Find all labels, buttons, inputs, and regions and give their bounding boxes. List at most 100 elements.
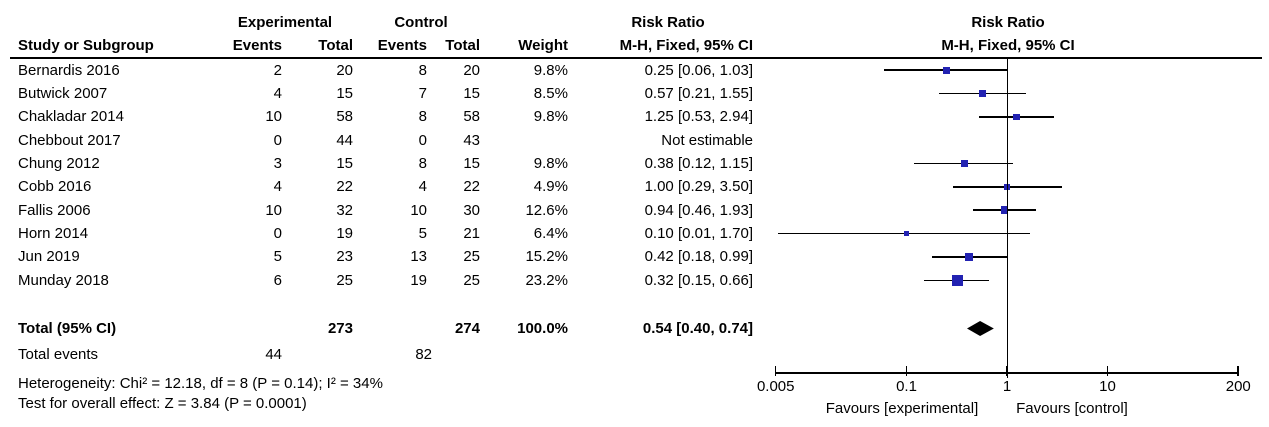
- cell-ctrl_total: 22: [463, 178, 480, 196]
- x-axis-tick-label: 0.1: [896, 378, 917, 395]
- cell-weight_text: [496, 129, 568, 152]
- cell-name: Cobb 2016: [18, 178, 92, 196]
- total-ci-text: 0.54 [0.40, 0.74]: [642, 320, 753, 337]
- heterogeneity-stats: Heterogeneity: Chi² = 12.18, df = 8 (P =…: [18, 375, 383, 392]
- total-events-exp: 44: [265, 346, 282, 363]
- cell-exp_total: 25: [336, 271, 353, 289]
- x-axis-tick: [1006, 366, 1008, 376]
- cell-ctrl_total: 15: [463, 154, 480, 172]
- total-events-ctrl: 82: [415, 346, 432, 363]
- column-header-study: Study or Subgroup: [18, 37, 154, 54]
- cell-weight_text: 9.8%: [533, 61, 568, 79]
- total-exp-n: 273: [327, 320, 353, 337]
- total-row-label: Total (95% CI): [18, 320, 117, 337]
- cell-exp_total: 58: [336, 108, 353, 126]
- cell-name: Chebbout 2017: [18, 131, 121, 149]
- column-header-exp-events: Events: [232, 37, 282, 54]
- cell-exp_events: 10: [265, 201, 282, 219]
- cell-ctrl_total: 25: [463, 248, 480, 266]
- plot-title-risk-ratio: Risk Ratio: [971, 14, 1045, 31]
- cell-exp_total: 23: [336, 248, 353, 266]
- cell-name: Horn 2014: [18, 224, 89, 242]
- x-axis-tick: [1106, 366, 1109, 376]
- x-axis-tick: [905, 366, 908, 376]
- column-header-ctrl-events: Events: [377, 37, 427, 54]
- column-group-risk-ratio: Risk Ratio: [631, 14, 705, 31]
- cell-ctrl_total: 25: [463, 271, 480, 289]
- forest-square-marker: [979, 90, 986, 97]
- forest-square-marker: [943, 66, 950, 74]
- cell-exp_events: 5: [273, 248, 282, 266]
- cell-ctrl_events: 8: [418, 61, 427, 79]
- x-axis-tick-label: 0.005: [756, 378, 795, 395]
- forest-square-marker: [964, 252, 974, 262]
- forest-square-marker: [951, 274, 963, 286]
- cell-ci_text: 0.94 [0.46, 1.93]: [644, 201, 753, 219]
- column-header-ctrl-total: Total: [445, 37, 480, 54]
- cell-exp_total: 32: [336, 201, 353, 219]
- cell-ctrl_events: 13: [410, 248, 427, 266]
- forest-square-marker: [903, 230, 910, 237]
- column-group-experimental: Experimental: [237, 14, 333, 31]
- favours-experimental-label: Favours [experimental]: [825, 400, 979, 417]
- cell-ci_text: 0.38 [0.12, 1.15]: [644, 154, 753, 172]
- cell-weight_text: 12.6%: [525, 201, 568, 219]
- cell-ctrl_events: 0: [418, 131, 427, 149]
- forest-square-marker: [1013, 113, 1021, 121]
- cell-ci_text: 0.10 [0.01, 1.70]: [644, 224, 753, 242]
- cell-ctrl_total: 15: [463, 84, 480, 102]
- x-axis-tick: [1237, 366, 1239, 376]
- cell-name: Fallis 2006: [18, 201, 91, 219]
- column-header-mh-ci: M-H, Fixed, 95% CI: [619, 37, 753, 54]
- cell-weight_text: 15.2%: [525, 248, 568, 266]
- cell-exp_events: 0: [273, 131, 282, 149]
- cell-name: Munday 2018: [18, 271, 109, 289]
- cell-ci_text: 0.57 [0.21, 1.55]: [644, 84, 753, 102]
- cell-exp_events: 0: [273, 224, 282, 242]
- cell-ci_text: Not estimable: [661, 131, 753, 149]
- cell-exp_events: 10: [265, 108, 282, 126]
- cell-name: Chakladar 2014: [18, 108, 124, 126]
- favours-control-label: Favours [control]: [1016, 400, 1128, 417]
- cell-ci_text: 0.25 [0.06, 1.03]: [644, 61, 753, 79]
- cell-exp_events: 3: [273, 154, 282, 172]
- x-axis-tick-label: 200: [1225, 378, 1251, 395]
- x-axis-tick-label: 1: [1002, 378, 1012, 395]
- cell-ctrl_total: 30: [463, 201, 480, 219]
- cell-exp_total: 15: [336, 154, 353, 172]
- cell-ctrl_events: 7: [418, 84, 427, 102]
- cell-name: Jun 2019: [18, 248, 80, 266]
- total-weight: 100.0%: [517, 320, 568, 337]
- cell-exp_total: 20: [336, 61, 353, 79]
- null-effect-line: [1006, 58, 1009, 378]
- plot-header-mh-ci: M-H, Fixed, 95% CI: [941, 37, 1075, 54]
- pooled-effect-diamond: [967, 321, 994, 336]
- cell-weight_text: 9.8%: [533, 154, 568, 172]
- cell-exp_events: 6: [273, 271, 282, 289]
- overall-effect-test: Test for overall effect: Z = 3.84 (P = 0…: [18, 395, 307, 412]
- cell-exp_events: 4: [273, 84, 282, 102]
- cell-exp_events: 4: [273, 178, 282, 196]
- cell-ctrl_total: 21: [463, 224, 480, 242]
- cell-ctrl_events: 8: [418, 154, 427, 172]
- total-ctrl-n: 274: [454, 320, 480, 337]
- column-group-control: Control: [394, 14, 448, 31]
- cell-exp_total: 22: [336, 178, 353, 196]
- cell-ctrl_total: 43: [463, 131, 480, 149]
- cell-name: Chung 2012: [18, 154, 100, 172]
- cell-name: Butwick 2007: [18, 84, 108, 102]
- cell-weight_text: 4.9%: [533, 178, 568, 196]
- cell-ctrl_total: 58: [463, 108, 480, 126]
- total-events-label: Total events: [18, 346, 99, 363]
- cell-exp_total: 44: [336, 131, 353, 149]
- header-divider-line: [10, 57, 1262, 60]
- cell-ctrl_total: 20: [463, 61, 480, 79]
- cell-exp_events: 2: [273, 61, 282, 79]
- cell-ci_text: 0.32 [0.15, 0.66]: [644, 271, 753, 289]
- forest-square-marker: [961, 160, 969, 167]
- cell-ctrl_events: 4: [418, 178, 427, 196]
- column-header-weight: Weight: [518, 37, 568, 54]
- column-header-exp-total: Total: [318, 37, 353, 54]
- cell-ctrl_events: 19: [410, 271, 427, 289]
- x-axis-tick: [774, 366, 777, 376]
